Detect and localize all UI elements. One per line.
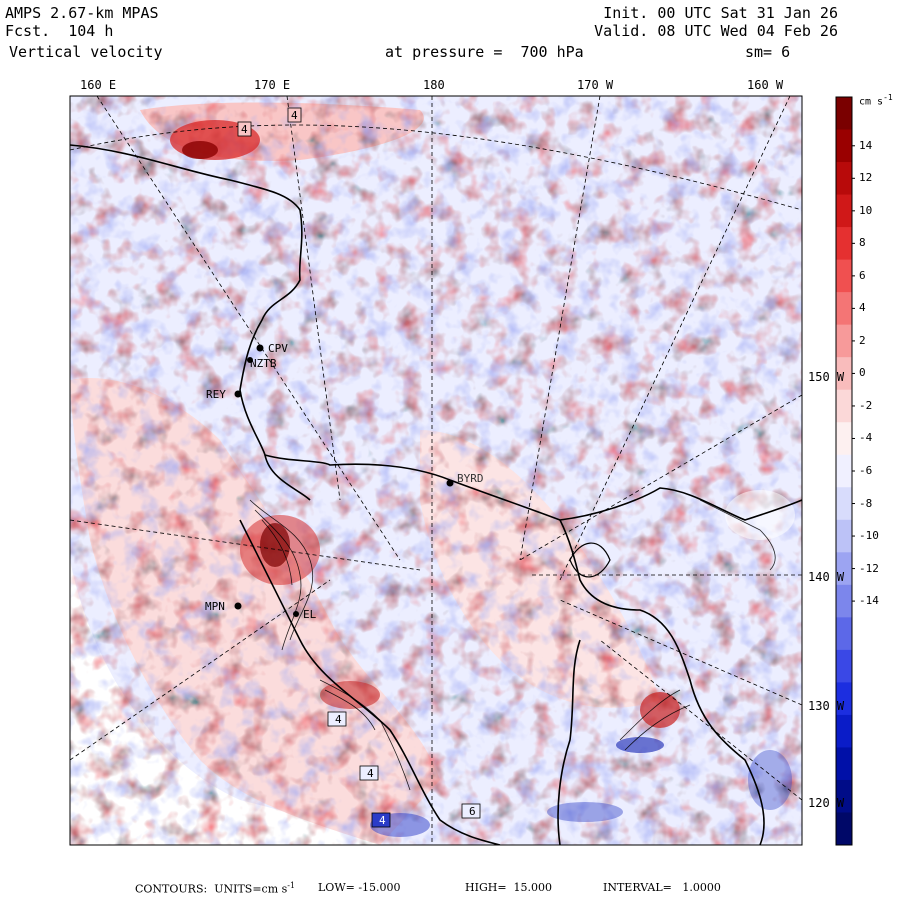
contour-label-box: 4 [291,109,298,122]
station-marker-cpv [256,344,264,352]
downdraft-core-east [616,737,664,753]
colorbar-tick-label: -14 [859,594,879,608]
graticule [70,96,802,845]
colorbar-swatch [836,422,852,456]
footer-low: LOW= -15.000 [318,881,401,894]
contour-label-box: 6 [469,805,476,818]
colorbar-unit-exponent: -1 [883,93,893,102]
lon-label-180: 180 [423,78,445,92]
coastline [70,144,802,845]
colorbar-swatch [836,519,852,553]
colorbar-tick-label: 12 [859,171,873,185]
colorbar-swatch [836,324,852,358]
colorbar-tick-label: 0 [859,366,866,380]
station-label-rey: REY [206,388,226,401]
station-marker-rey [234,390,242,398]
colorbar-tick-label: -12 [859,561,879,575]
init-time: Init. 00 UTC Sat 31 Jan 26 [603,4,838,22]
lat-label-130w: 130 W [808,699,845,713]
footer-high: HIGH= 15.000 [465,881,553,894]
colorbar-unit-text: cm s [859,96,884,108]
colorbar-swatch [836,259,852,293]
colorbar-swatch [836,552,852,586]
lon-label-170w: 170 W [577,78,614,92]
colorbar-swatch [836,487,852,521]
lat-label-150w: 150 W [808,370,845,384]
station-marker-mpn [234,602,242,610]
station-marker-el [293,611,299,617]
footer-units-exponent: -1 [287,881,296,890]
smoothing-value: sm= 6 [745,43,791,61]
colorbar-tick-label: 8 [859,236,866,250]
colorbar-swatch [836,779,852,813]
colorbar-swatch [836,714,852,748]
station-label-mpn: MPN [205,600,225,613]
colorbar-tick-label: -2 [859,398,873,412]
updraft-core-east [640,692,680,728]
dense-contours [249,499,776,791]
station-marker-byrd [446,479,454,487]
contour-labels: 4 4 4 4 4 6 [237,107,481,828]
station-markers: CPV NZTB REY BYRD MPN EL [205,342,484,621]
colorbar-unit: cm s-1 [859,93,893,107]
contour-label-box: 4 [379,814,386,827]
station-label-cpv: CPV [268,342,288,355]
lat-label-120w: 120 W [808,796,845,810]
colorbar-swatch [836,194,852,228]
colorbar-swatch [836,454,852,488]
colorbar-swatch [836,129,852,163]
colorbar-swatch [836,649,852,683]
colorbar-swatch [836,747,852,781]
colorbar-swatch [836,682,852,716]
valid-time: Valid. 08 UTC Wed 04 Feb 26 [594,22,838,40]
forecast-hour: Fcst. 104 h [5,22,114,40]
colorbar-tick-label: 4 [859,301,866,315]
footer-units-label: CONTOURS: UNITS=cm s [135,882,288,896]
contour-label-box: 4 [241,123,248,136]
plot-frame [69,95,803,846]
colorbar-swatch [836,162,852,196]
pressure-level: at pressure = 700 hPa [385,43,584,61]
station-label-byrd: BYRD [457,472,484,485]
lon-label-160e: 160 E [80,78,117,92]
lat-label-140w: 140 W [808,570,845,584]
contour-label-box: 4 [335,713,342,726]
colorbar-tick-label: -4 [859,431,873,445]
station-label-nztb: NZTB [250,357,277,370]
colorbar-swatch [836,292,852,326]
lon-label-170e: 170 E [254,78,291,92]
contour-label-box: 4 [367,767,374,780]
colorbar-swatch [836,812,852,846]
colorbar-swatch [836,97,852,131]
station-label-el: EL [303,608,317,621]
colorbar-swatch [836,617,852,651]
colorbar-tick-label: 6 [859,268,866,282]
colorbar-tick-label: -10 [859,529,879,543]
footer-contours: CONTOURS: UNITS=cm s-1 [135,881,295,896]
colorbar-tick-label: -8 [859,496,873,510]
colorbar-tick-label: 14 [859,138,873,152]
colorbar-swatch [836,584,852,618]
station-marker-nztb [247,357,253,363]
colorbar [835,96,855,846]
colorbar-tick-label: 10 [859,203,873,217]
colorbar-swatch [836,357,852,391]
colorbar-swatch [836,389,852,423]
field-name: Vertical velocity [9,43,163,61]
footer-interval: INTERVAL= 1.0000 [603,881,721,894]
model-title: AMPS 2.67-km MPAS [5,4,159,22]
lon-label-160w: 160 W [747,78,784,92]
colorbar-tick-label: 2 [859,333,866,347]
colorbar-swatch [836,227,852,261]
colorbar-tick-label: -6 [859,464,873,477]
